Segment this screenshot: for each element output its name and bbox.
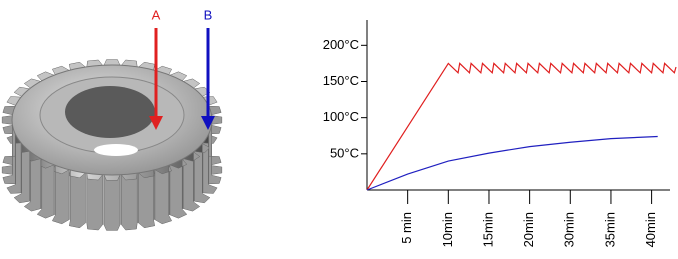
gear-tooth <box>69 170 85 228</box>
line-series <box>367 63 676 190</box>
gear-tooth <box>104 175 120 231</box>
y-tick-label: 150°C <box>323 73 359 88</box>
annotation: B <box>204 7 213 22</box>
x-tick-label: 30min <box>562 212 577 247</box>
gear-tooth <box>121 173 137 230</box>
x-tick-label: 40min <box>643 212 658 247</box>
x-tick-label: 35min <box>602 212 617 247</box>
y-tick-label: 100°C <box>323 109 359 124</box>
x-tick-label: 15min <box>480 212 495 247</box>
y-tick-label: 200°C <box>323 37 359 52</box>
gear-tooth <box>87 173 103 230</box>
gear-tooth <box>104 60 120 66</box>
gear-tooth <box>212 116 222 175</box>
gear-tooth <box>2 116 12 175</box>
annotation: A <box>152 7 161 22</box>
gear-bore-light <box>94 144 138 156</box>
line-series <box>367 136 658 190</box>
figure: A B 50°C 100°C 150°C 200°C 5 min 10min 15min 20… <box>0 0 678 259</box>
gear-bore <box>65 86 155 138</box>
x-tick-label: 20min <box>521 212 536 247</box>
x-tick-label: 5 min <box>399 212 414 244</box>
x-tick-label: 10min <box>440 212 455 247</box>
y-tick-label: 50°C <box>330 145 359 160</box>
gear-image <box>2 60 222 231</box>
gear-tooth <box>139 170 155 228</box>
